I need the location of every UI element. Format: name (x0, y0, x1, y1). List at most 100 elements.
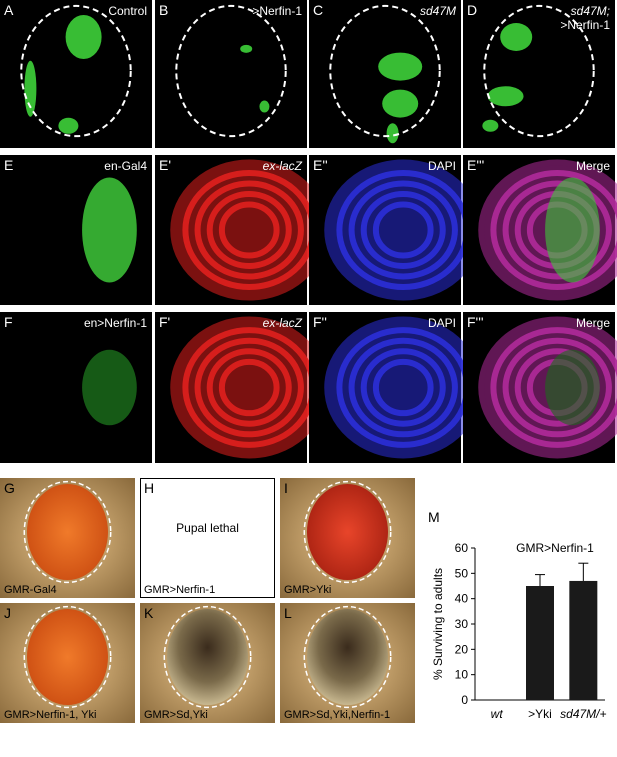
panel-caption: en-Gal4 (104, 159, 147, 173)
eye-outline (303, 605, 392, 709)
eye (167, 609, 248, 705)
panel: E'' DAPI (309, 155, 483, 305)
green-signal (482, 119, 499, 132)
tissue (360, 191, 446, 269)
y-tick-label: 20 (455, 642, 469, 656)
y-tick-label: 30 (455, 617, 469, 631)
disc-outline (20, 4, 132, 138)
tissue (218, 201, 280, 259)
panel: E''' Merge (463, 155, 617, 305)
panel: F' ex-lacZ (155, 312, 329, 463)
x-tick-label: >Yki (528, 707, 552, 721)
green-signal (487, 86, 524, 107)
y-tick-label: 50 (455, 566, 469, 580)
panel-caption: GMR>Sd,Yki,Nerfin-1 (284, 709, 390, 721)
green-signal (545, 177, 600, 283)
tissue (348, 337, 458, 438)
panel-letter: I (284, 480, 288, 496)
panel: F''' Merge (463, 312, 617, 463)
green-signal (382, 89, 419, 118)
chart-title: GMR>Nerfin-1 (516, 541, 594, 555)
panel-letter: E''' (467, 157, 484, 173)
eye-outline (23, 480, 112, 584)
panel-letter: E (4, 157, 13, 173)
panel-caption: DAPI (428, 316, 456, 330)
panel-caption: sd47M; (571, 4, 610, 18)
panel-letter: E'' (313, 157, 328, 173)
panel: F'' DAPI (309, 312, 483, 463)
panel-caption: >Nerfin-1 (252, 4, 302, 18)
panel-letter: D (467, 2, 477, 18)
green-signal (65, 15, 102, 59)
panel: L GMR>Sd,Yki,Nerfin-1 (280, 603, 415, 723)
panel: K GMR>Sd,Yki (140, 603, 275, 723)
green-signal (545, 349, 600, 426)
panel-caption: sd47M (420, 4, 456, 18)
tissue (206, 348, 292, 427)
panel-caption: GMR>Yki (284, 584, 331, 596)
eye (27, 609, 108, 705)
green-signal (259, 100, 270, 113)
panel-letter: M (428, 509, 440, 525)
panel-note: Pupal lethal (176, 521, 239, 535)
panel-caption: Control (108, 4, 147, 18)
green-signal (82, 349, 137, 426)
panel-letter: B (159, 2, 168, 18)
y-axis-label: % Surviving to adults (431, 568, 445, 680)
green-signal (240, 44, 253, 53)
bar (569, 580, 598, 700)
panel: A Control (0, 0, 152, 148)
panel-caption: Merge (576, 159, 610, 173)
green-signal (378, 52, 423, 81)
panel: J GMR>Nerfin-1, Yki (0, 603, 135, 723)
panel-caption: Merge (576, 316, 610, 330)
x-tick-label: wt (491, 707, 504, 721)
tissue (502, 337, 612, 438)
panel-letter: F (4, 314, 13, 330)
green-signal (500, 23, 533, 51)
eye-outline (163, 605, 252, 709)
image (155, 0, 307, 148)
panel-letter: A (4, 2, 14, 18)
eye-outline (303, 480, 392, 584)
panel-caption: en>Nerfin-1 (84, 316, 147, 330)
empty-panel (140, 478, 275, 598)
y-tick-label: 10 (455, 668, 469, 682)
panel: B >Nerfin-1 (155, 0, 307, 148)
green-signal (82, 177, 137, 283)
panel: I GMR>Yki (280, 478, 415, 598)
panel-caption: GMR>Sd,Yki (144, 709, 208, 721)
panel-caption: ex-lacZ (263, 159, 303, 173)
panel: Pupal lethal H GMR>Nerfin-1 (140, 478, 275, 598)
panel-letter: L (284, 605, 292, 621)
tissue (502, 180, 612, 280)
tissue (218, 358, 280, 417)
y-tick-label: 40 (455, 592, 469, 606)
panel-caption: ex-lacZ (263, 316, 303, 330)
panel-caption: GMR>Nerfin-1 (144, 584, 215, 596)
disc-outline (175, 4, 287, 138)
panel-letter: H (144, 480, 154, 496)
panel-letter: F''' (467, 314, 484, 330)
panel: G GMR-Gal4 (0, 478, 135, 598)
tissue (206, 191, 292, 269)
tissue (490, 327, 617, 448)
y-tick-label: 60 (455, 541, 469, 555)
x-tick-label: sd47M/+ (560, 707, 606, 721)
panel-letter: C (313, 2, 323, 18)
panel-letter: E' (159, 157, 171, 173)
panel-letter: F' (159, 314, 170, 330)
panel-caption: DAPI (428, 159, 456, 173)
tissue (372, 201, 434, 259)
eye (307, 609, 388, 705)
tissue (194, 337, 304, 438)
eye-outline (23, 605, 112, 709)
green-signal (24, 60, 37, 117)
tissue (194, 180, 304, 280)
tissue (348, 180, 458, 280)
